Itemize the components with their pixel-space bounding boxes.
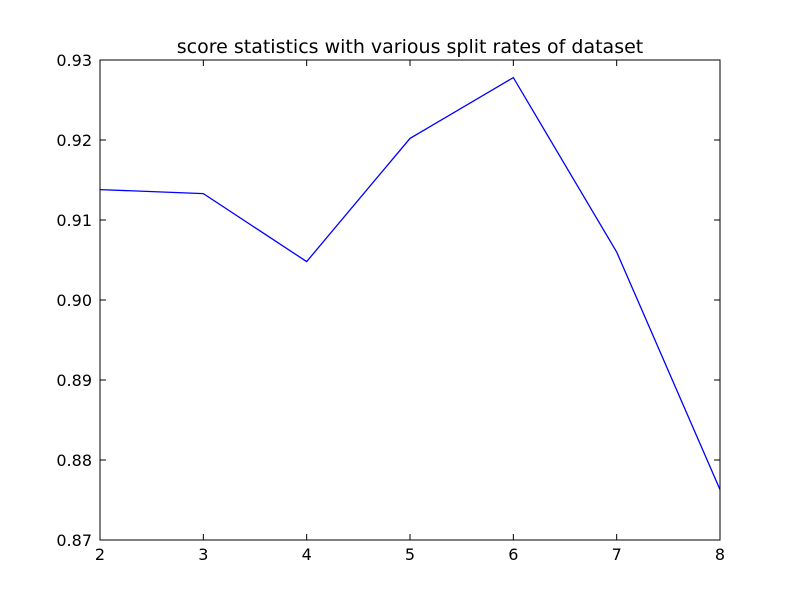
y-tick-label: 0.88 [56, 451, 92, 470]
x-tick-label: 7 [612, 545, 622, 564]
axes-frame [99, 59, 721, 541]
y-tick-label: 0.89 [56, 371, 92, 390]
x-tick-label: 3 [198, 545, 208, 564]
y-tick-label: 0.91 [56, 211, 92, 230]
x-tick-label: 2 [95, 545, 105, 564]
plot-area: 2 3 4 5 6 7 8 0.87 0.88 0.89 0.90 0.91 0.92 0.93 [56, 51, 725, 564]
x-tick-label: 4 [302, 545, 312, 564]
chart-title: score statistics with various split rate… [177, 36, 643, 58]
y-tick-label: 0.90 [56, 291, 92, 310]
y-tick-label: 0.87 [56, 531, 92, 550]
y-tick-label: 0.92 [56, 131, 92, 150]
x-tick-label: 8 [715, 545, 725, 564]
series-line-0 [100, 76, 720, 490]
x-tick-label: 6 [508, 545, 518, 564]
y-tick-label: 0.93 [56, 51, 92, 70]
x-tick-label: 5 [405, 545, 415, 564]
